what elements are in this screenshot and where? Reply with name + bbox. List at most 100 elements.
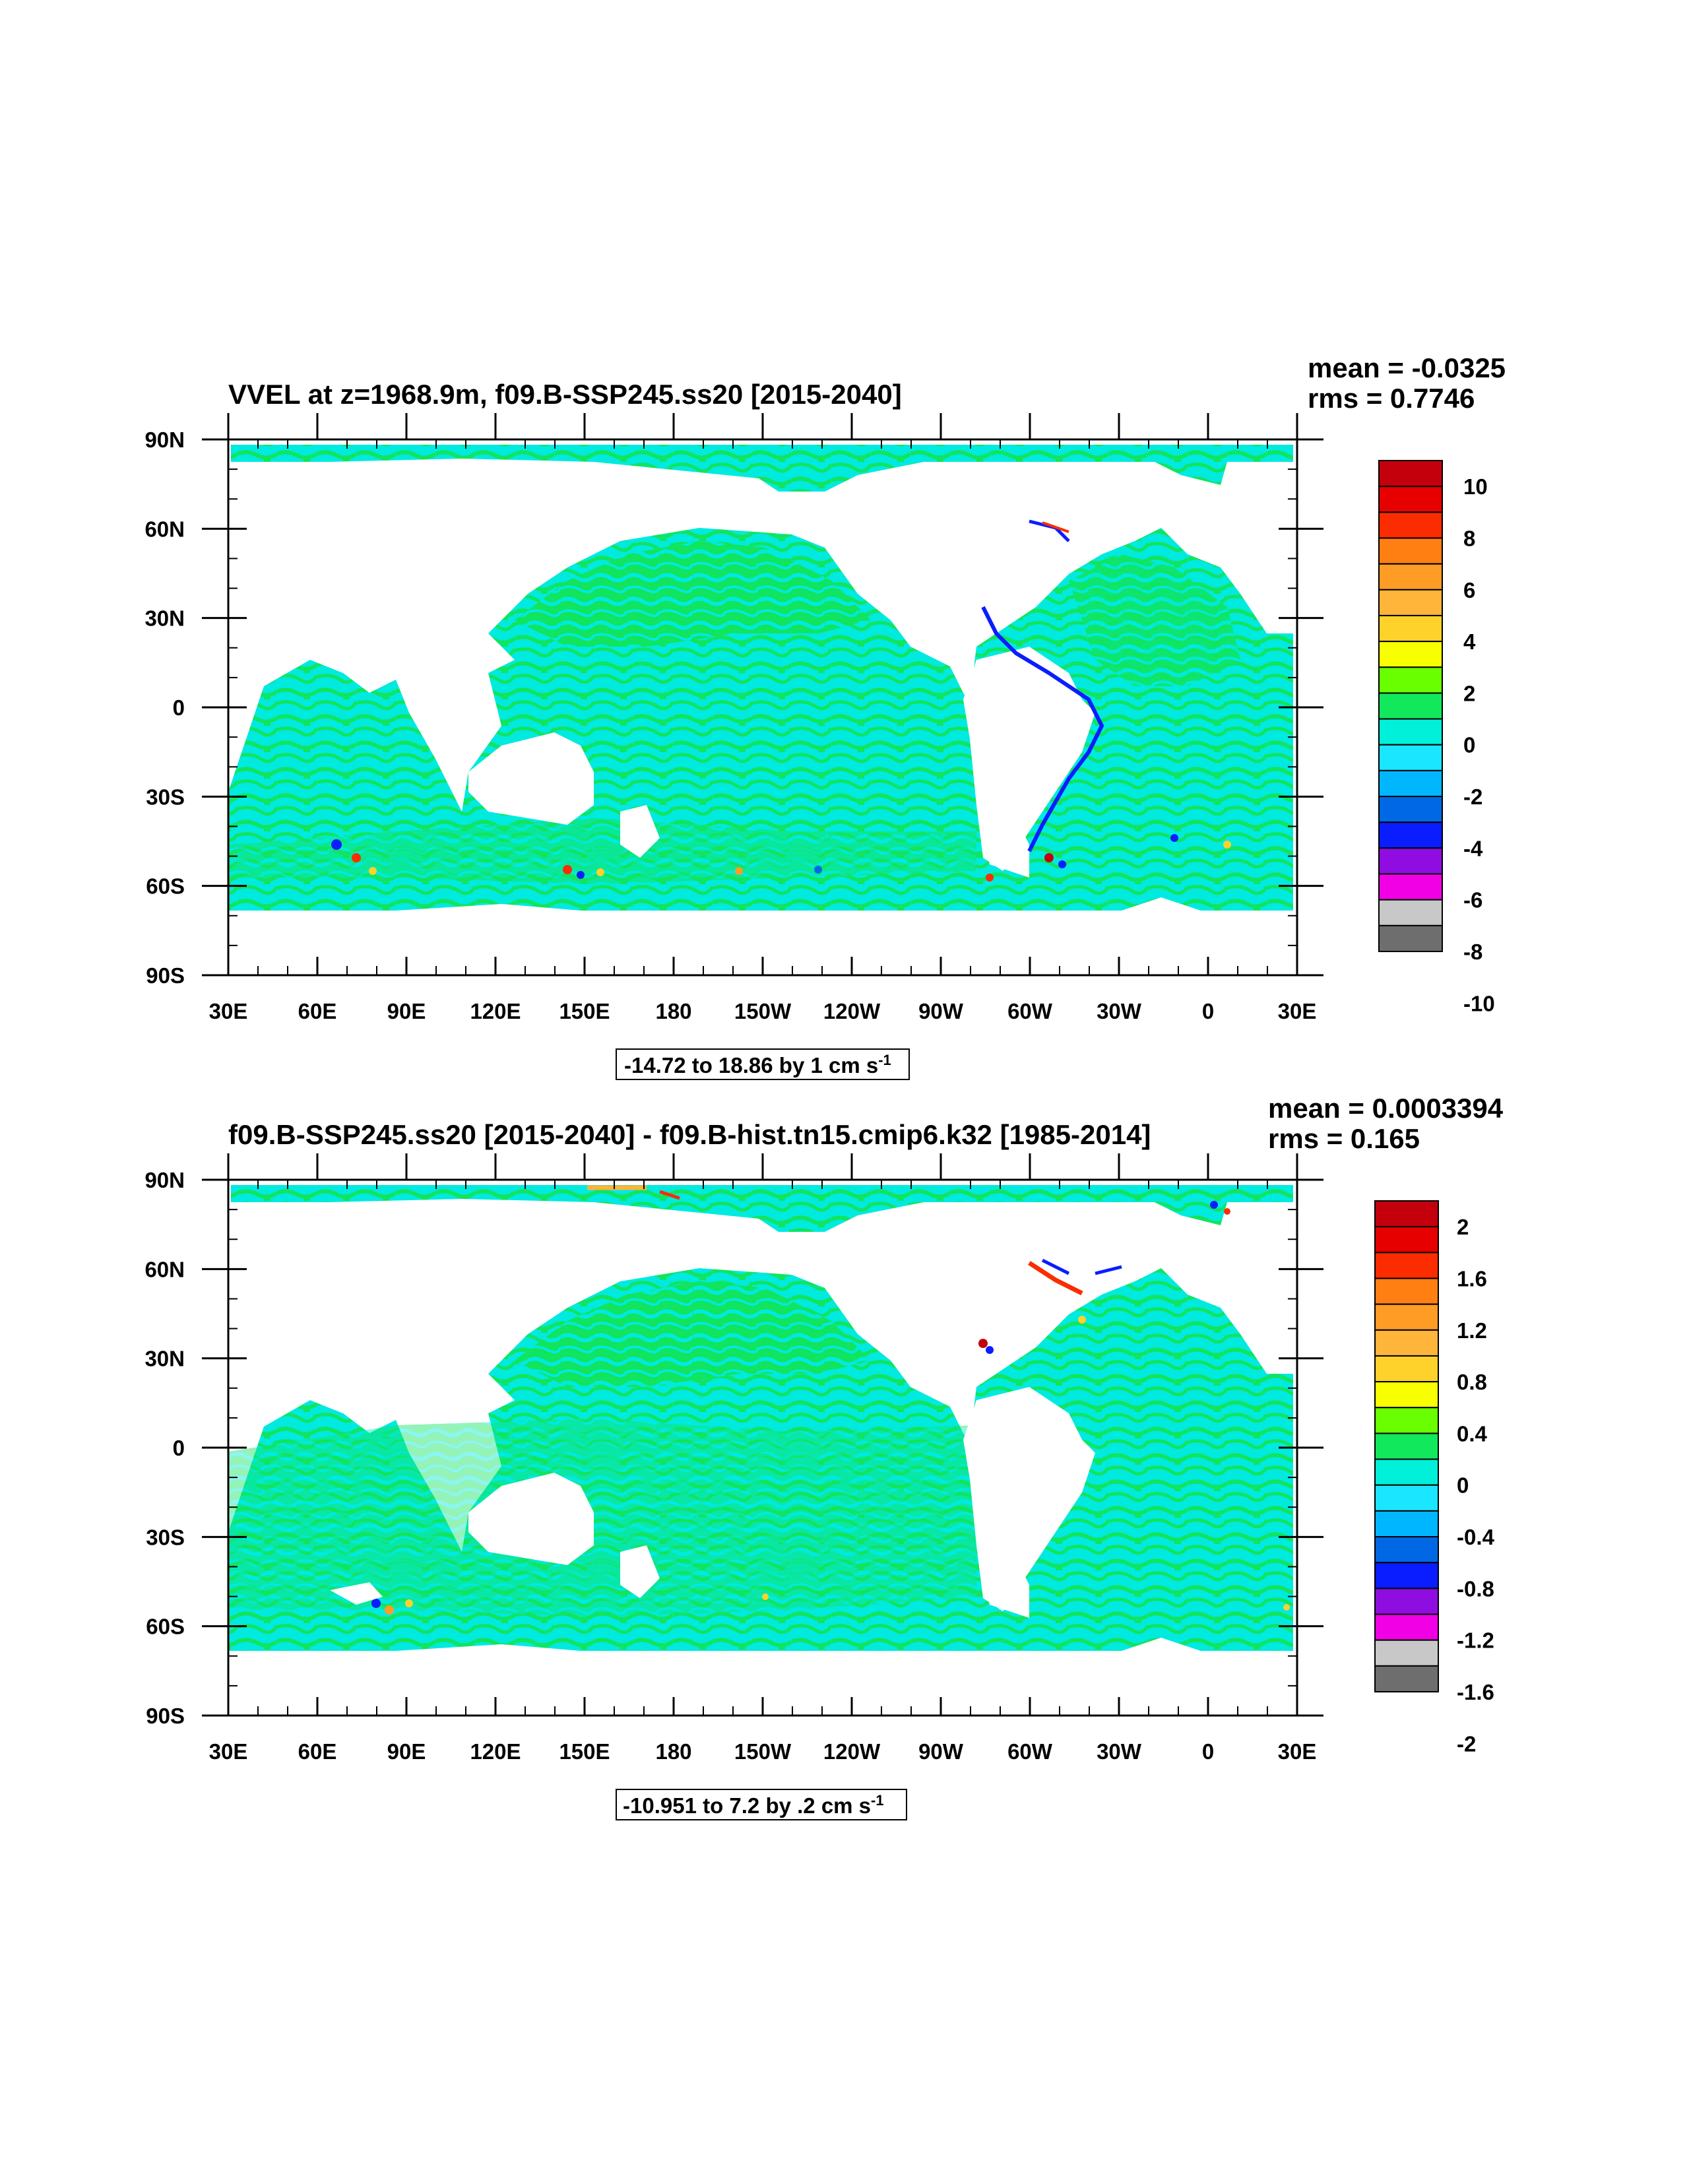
colorbar-box [1378,563,1443,591]
colorbar-box [1374,1277,1439,1305]
x-tick-label: 90W [918,1739,964,1764]
colorbar-box [1378,899,1443,926]
colorbar-box [1374,1355,1439,1383]
colorbar-box [1374,1252,1439,1279]
colorbar-box [1378,614,1443,643]
panel-2-mean: mean = 0.0003394 [1268,1093,1504,1124]
x-tick-label: 90E [387,1739,426,1764]
panel-2: f09.B-SSP245.ss20 [2015-2040] - f09.B-hi… [144,1093,1504,1820]
x-tick-label: 90E [387,999,426,1023]
y-tick-label: 60S [146,874,185,899]
x-tick-label: 30W [1097,999,1142,1023]
panel-1-rms: rms = 0.7746 [1308,383,1475,414]
colorbar-box [1378,460,1443,488]
ocean-green-patch-2a [515,1281,871,1387]
colorbar-box [1378,537,1443,565]
colorbar-box [1378,924,1443,953]
labrador-current-red [1042,521,1069,533]
x-tick-label: 150E [559,999,610,1023]
x-tick-label: 150W [734,999,792,1023]
y-tick-label: 60N [144,517,185,541]
colorbar-box [1378,641,1443,668]
y-tick-label: 90S [146,963,185,988]
y-tick-label: 30N [144,606,185,631]
colorbar-box [1374,1536,1439,1564]
x-tick-label: 60E [298,999,337,1023]
x-tick-label: 30E [1278,999,1317,1023]
colorbar-label: 2 [1457,1215,1469,1239]
colorbar-label: -4 [1463,836,1483,860]
colorbar-box [1374,1200,1439,1228]
x-tick-label: 30W [1097,1739,1142,1764]
colorbar-label: 8 [1463,526,1475,550]
colorbar-box [1374,1665,1439,1692]
colorbar-label: 0.8 [1457,1370,1487,1394]
land-australia-2 [468,1473,594,1565]
colorbar-box [1378,744,1443,771]
colorbar-label: 1.2 [1457,1318,1487,1343]
x-tick-label: 60E [298,1739,337,1764]
colorbar-box [1378,821,1443,849]
y-tick-label: 60S [146,1615,185,1639]
colorbar-label: -2 [1457,1731,1476,1756]
x-tick-label: 180 [655,1739,691,1764]
colorbar-box [1374,1407,1439,1434]
colorbar-label: 10 [1463,474,1488,499]
panel-2-caption-box [616,1789,907,1820]
colorbar-box [1378,486,1443,513]
colorbar-label: 0.4 [1457,1421,1488,1446]
panel-1-mean: mean = -0.0325 [1308,352,1506,383]
x-tick-label: 120E [470,1739,521,1764]
panel-2-map [228,1180,1297,1716]
colorbar-box [1378,873,1443,901]
colorbar-label: -2 [1463,785,1482,809]
colorbar-label: -0.8 [1457,1576,1494,1601]
x-tick-label: 60W [1007,999,1053,1023]
x-tick-label: 150E [559,1739,610,1764]
ocean-arctic [231,445,1293,492]
x-tick-label: 30E [209,999,248,1023]
colorbar-label: -10 [1463,991,1495,1015]
x-tick-label: 120W [823,1739,881,1764]
colorbar-box [1374,1458,1439,1486]
x-tick-label: 90W [918,999,964,1023]
y-tick-label: 30N [144,1347,185,1371]
panel-1-map [228,439,1297,975]
colorbar-box [1374,1226,1439,1254]
colorbar-label: 2 [1463,681,1475,705]
colorbar-label: 6 [1463,578,1475,602]
panel-2-title: f09.B-SSP245.ss20 [2015-2040] - f09.B-hi… [228,1119,1151,1150]
colorbar-label: 1.6 [1457,1266,1487,1291]
colorbar-box [1378,718,1443,746]
panel-2-colorbar: 2 1.6 1.2 0.8 0.4 0 -0.4 -0.8 -1.2 -1.6 -2 [1374,1200,1495,1756]
colorbar-box [1378,589,1443,616]
ocean-green-patch-1 [515,541,871,647]
colorbar-box [1378,666,1443,694]
land-new-zealand [620,805,660,858]
colorbar-label: 0 [1457,1473,1469,1498]
colorbar-label: 0 [1463,733,1475,757]
colorbar-box [1374,1588,1439,1615]
boundary-current-atlantic [981,606,1104,852]
panel-1-ticks: 30E 60E 90E 120E 150E 180 150W 120W 90W 60W 30W 0 30… [144,413,1323,1023]
panel-1-caption-box [616,1048,910,1080]
colorbar-box [1374,1432,1439,1460]
y-tick-label: 90S [146,1704,185,1728]
colorbar-box [1378,511,1443,539]
colorbar-label: -6 [1463,888,1482,913]
colorbar-label: 4 [1463,629,1476,654]
y-tick-label: 90N [144,428,185,452]
land-australia [468,732,594,825]
ocean-arctic-2 [231,1185,1293,1232]
ocean-green-patch-2 [1069,554,1240,686]
colorbar-box [1374,1329,1439,1357]
colorbar-box [1374,1613,1439,1641]
land-south-america-2 [963,1387,1095,1611]
y-tick-label: 60N [144,1257,185,1281]
colorbar-box [1374,1303,1439,1331]
colorbar-label: -0.4 [1457,1525,1495,1549]
y-tick-label: 30S [146,1525,185,1549]
y-tick-label: 0 [173,1436,185,1460]
land-indian-white-2 [330,1582,383,1605]
